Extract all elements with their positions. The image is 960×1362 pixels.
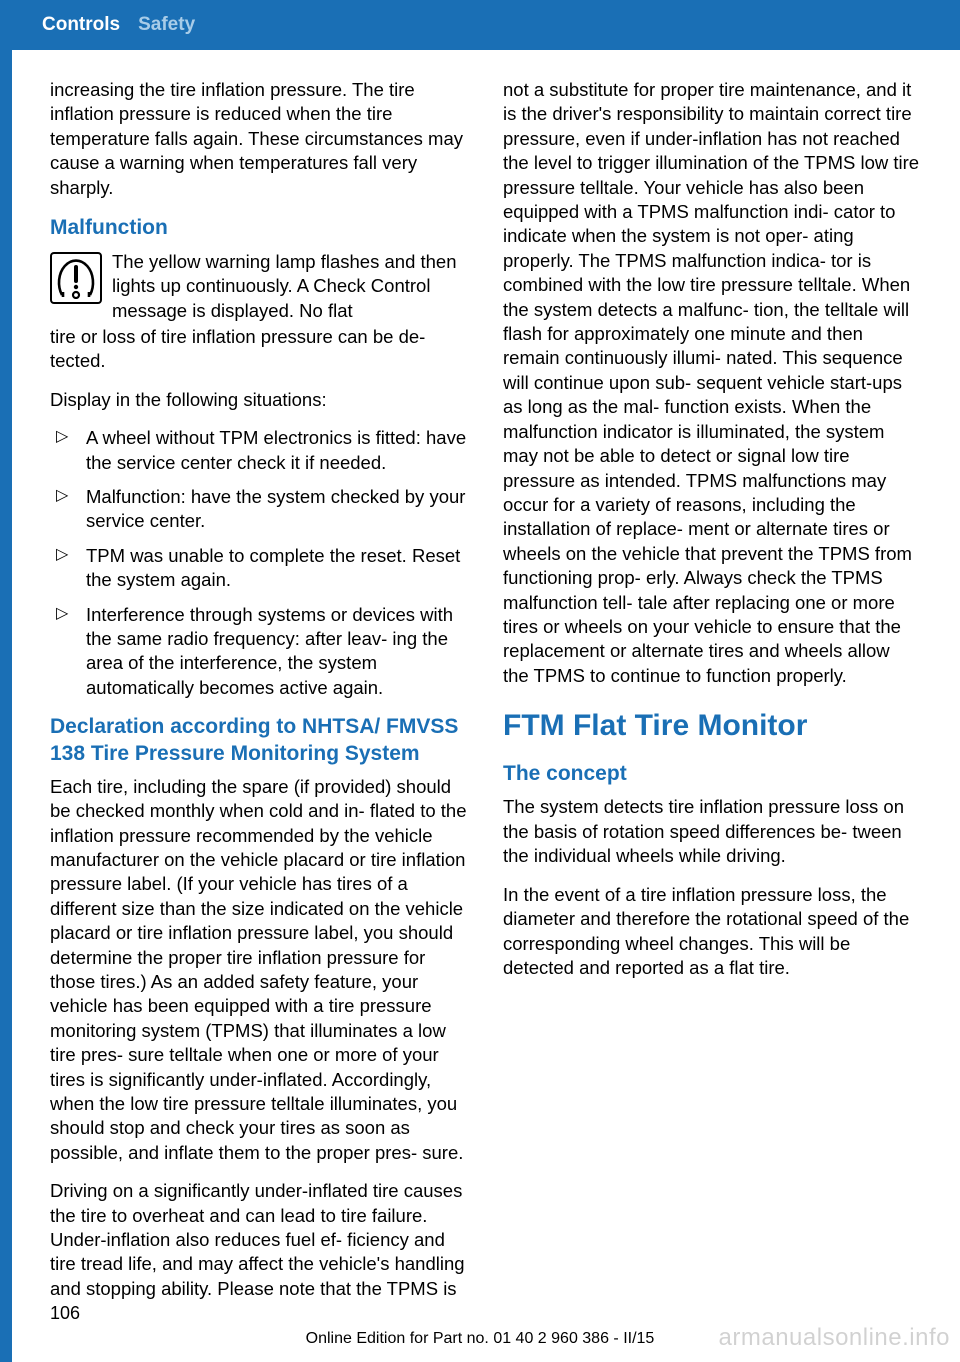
declaration-text: Each tire, including the spare (if provi… xyxy=(50,775,467,1166)
watermark: armanualsonline.info xyxy=(719,1324,950,1352)
concept-p2: In the event of a tire inflation pressur… xyxy=(503,883,920,981)
concept-heading: The concept xyxy=(503,760,920,788)
list-item: Malfunction: have the system checked by … xyxy=(50,485,467,534)
header-section: Safety xyxy=(138,14,195,36)
page-header: Controls Safety xyxy=(12,0,960,50)
display-intro: Display in the following situations: xyxy=(50,388,467,412)
tire-warning-icon xyxy=(50,252,102,304)
declaration-heading: Declaration according to NHTSA/ FMVSS 13… xyxy=(50,714,467,767)
left-stripe xyxy=(0,0,12,1362)
page-number: 106 xyxy=(50,1303,80,1324)
list-item: Interference through systems or devices … xyxy=(50,603,467,701)
intro-paragraph: increasing the tire inflation pressure. … xyxy=(50,78,467,200)
header-chapter: Controls xyxy=(42,14,120,36)
list-item: A wheel without TPM electronics is fitte… xyxy=(50,426,467,475)
content-area: increasing the tire inflation pressure. … xyxy=(50,78,920,1302)
malfunction-heading: Malfunction xyxy=(50,214,467,242)
list-item: TPM was unable to complete the reset. Re… xyxy=(50,544,467,593)
situation-list: A wheel without TPM electronics is fitte… xyxy=(50,426,467,700)
concept-p1: The system detects tire inflation pressu… xyxy=(503,795,920,868)
warning-icon-paragraph: The yellow warning lamp flashes and then… xyxy=(50,250,467,323)
warning-icon-text: The yellow warning lamp flashes and then… xyxy=(112,250,467,323)
malfunction-continuation: tire or loss of tire inflation pressure … xyxy=(50,325,467,374)
ftm-heading: FTM Flat Tire Monitor xyxy=(503,706,920,746)
